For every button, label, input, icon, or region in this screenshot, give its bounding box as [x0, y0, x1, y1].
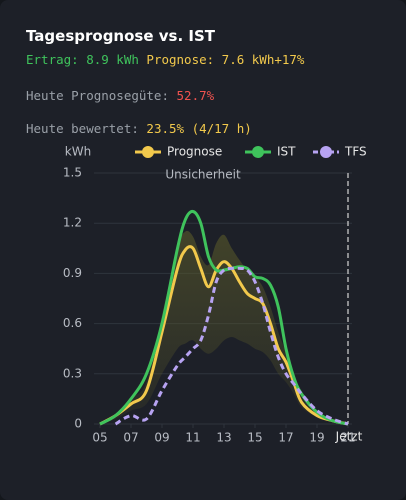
now-label: Jetzt [335, 430, 363, 444]
y-tick-label: 0 [74, 417, 82, 431]
x-tick-label: 19 [309, 431, 324, 445]
y-tick-label: 1.5 [63, 166, 82, 180]
ertrag: Ertrag: 8.9 kWh [26, 52, 139, 67]
legend-marker [252, 146, 264, 158]
series-line [114, 266, 349, 426]
guete: Heute Prognosegüte: 52.7% [26, 88, 214, 103]
legend-marker [320, 146, 332, 158]
bewertet-label: Heute bewertet: [26, 121, 139, 136]
y-tick-label: 0.6 [63, 316, 82, 330]
x-tick-label: 05 [92, 431, 107, 445]
uncertainty-band [100, 230, 348, 424]
legend-label: IST [277, 145, 296, 159]
x-tick-label: 07 [123, 431, 138, 445]
x-tick-label: 13 [216, 431, 231, 445]
legend-marker [142, 146, 154, 158]
y-axis-label: kWh [65, 145, 91, 159]
y-tick-label: 0.3 [63, 366, 82, 380]
title: Tagesprognose vs. IST [26, 27, 215, 45]
prognose: Prognose: 7.6 kWh [146, 52, 275, 67]
bewertet-value: 23.5% (4/17 h) [146, 121, 252, 136]
x-tick-label: 09 [154, 431, 169, 445]
summary: Ertrag: 8.9 kWh Prognose: 7.6 kWh+17% [26, 52, 304, 67]
delta: +17% [274, 52, 305, 67]
x-tick-label: 17 [278, 431, 293, 445]
band-label: Unsicherheit [165, 168, 241, 182]
y-tick-label: 1.2 [63, 216, 82, 230]
x-tick-label: 15 [247, 431, 262, 445]
legend-label: Prognose [167, 145, 222, 159]
x-tick-label: 11 [185, 431, 200, 445]
bewertet: Heute bewertet: 23.5% (4/17 h) [26, 121, 252, 136]
y-tick-label: 0.9 [63, 266, 82, 280]
guete-value: 52.7% [176, 88, 215, 103]
x-tick-label: 21 [340, 431, 355, 445]
legend-label: TFS [344, 145, 367, 159]
guete-label: Heute Prognosegüte: [26, 88, 169, 103]
